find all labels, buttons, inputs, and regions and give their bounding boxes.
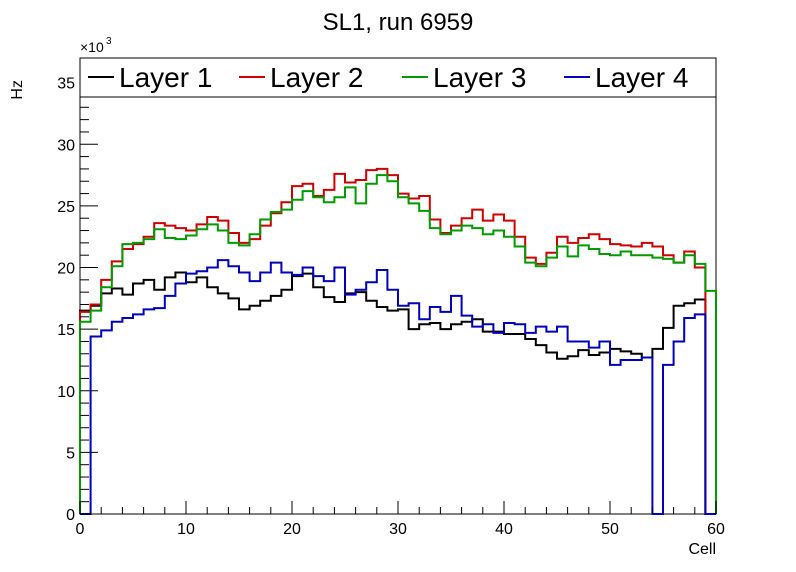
series-line-layer-2	[79, 167, 716, 515]
y-multiplier: ×10 3	[80, 36, 112, 55]
axes-layer: 0 10 20 30 40 50 60 0 5 10 15 20 25 30 35	[57, 57, 725, 538]
x-tick-label: 60	[707, 521, 725, 538]
y-tick-label: 35	[57, 76, 75, 93]
y-multiplier-exponent: 3	[106, 36, 112, 47]
y-tick-label: 0	[66, 507, 75, 524]
x-tick-label: 0	[76, 521, 85, 538]
series-line-layer-3	[79, 174, 717, 514]
x-tick-label: 10	[177, 521, 195, 538]
x-tick-label: 20	[283, 521, 301, 538]
x-axis-title: Cell	[688, 541, 716, 558]
y-tick-label: 15	[57, 322, 75, 339]
y-multiplier-base: ×10	[80, 39, 104, 55]
series-line-layer-4	[80, 259, 716, 515]
x-tick-label: 40	[495, 521, 513, 538]
series-line-layer-1	[79, 271, 716, 515]
legend-box	[79, 57, 717, 98]
legend-label-layer-2: Layer 2	[270, 62, 363, 93]
legend-label-layer-4: Layer 4	[595, 62, 688, 93]
y-tick-label: 20	[57, 261, 75, 278]
x-tick-label: 50	[601, 521, 619, 538]
y-tick-label: 30	[57, 137, 75, 154]
y-tick-label: 10	[57, 384, 75, 401]
y-axis-title: Hz	[9, 80, 26, 100]
legend-label-layer-3: Layer 3	[433, 62, 526, 93]
y-tick-label: 5	[66, 445, 75, 462]
x-tick-label: 30	[389, 521, 407, 538]
chart-title: SL1, run 6959	[323, 9, 474, 36]
series-layer	[79, 167, 717, 515]
y-tick-label: 25	[57, 199, 75, 216]
legend: Layer 1 Layer 2 Layer 3 Layer 4	[79, 57, 717, 98]
legend-label-layer-1: Layer 1	[119, 62, 212, 93]
